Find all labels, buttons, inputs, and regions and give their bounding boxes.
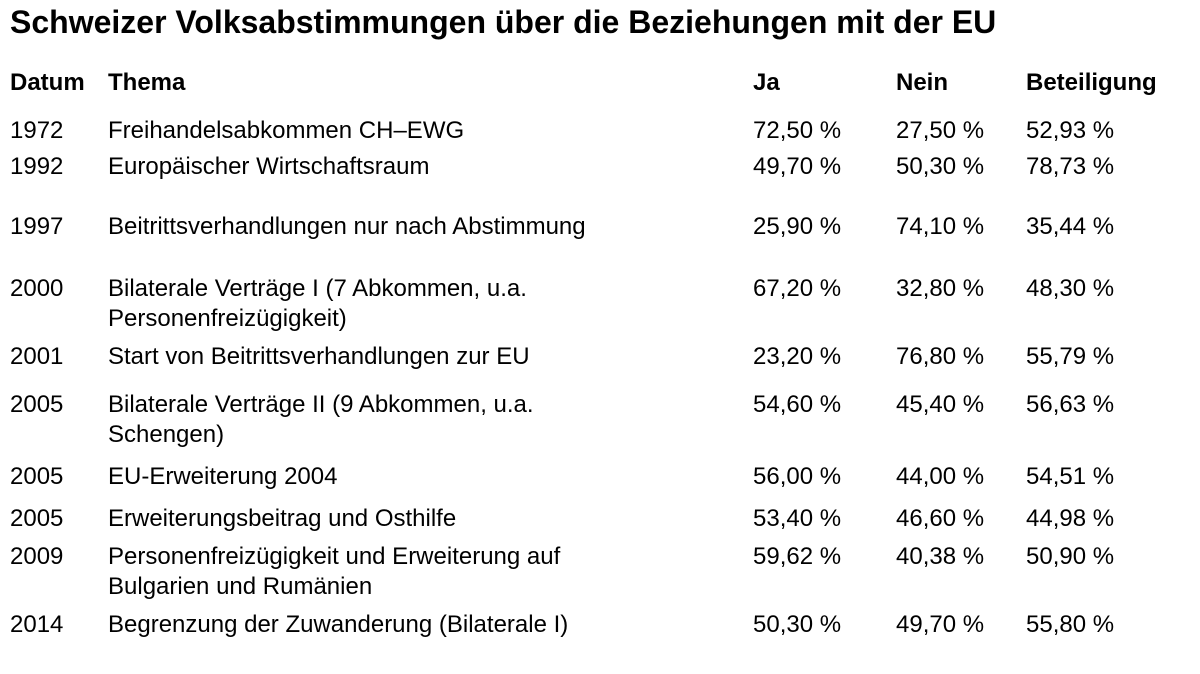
cell-datum: 2005 [10,391,64,418]
cell-thema: Beitrittsverhandlungen nur nach Abstimmu… [98,210,743,270]
cell-nein: 49,70 % [886,606,1016,654]
cell-thema: Erweiterungsbeitrag und Osthilfe [108,505,457,532]
cell-datum: 2014 [0,606,98,654]
cell-ja: 49,70 % [743,150,886,210]
table-row: 2005 EU-Erweiterung 2004 56,00 % 44,00 %… [0,454,1200,496]
header-ja: Ja [753,69,780,96]
table-row: 1972 Freihandelsabkommen CH–EWG 72,50 % … [0,108,1200,150]
cell-ja: 54,60 % [753,391,842,418]
cell-datum: 2009 [10,543,64,570]
cell-ja: 23,20 % [743,338,886,386]
cell-nein: 40,38 % [896,543,985,570]
cell-thema: Start von Beitrittsverhandlungen zur EU [98,338,743,386]
table-row: 2000 Bilaterale Verträge I (7 Abkommen, … [0,270,1200,338]
cell-thema: Begrenzung der Zuwanderung (Bilaterale I… [98,606,743,654]
cell-beteiligung: 55,80 % [1016,606,1200,654]
cell-datum: 2000 [10,275,64,302]
table-row-highlighted: 1992 Europäischer Wirtschaftsraum 49,70 … [0,150,1200,210]
cell-beteiligung: 48,30 % [1026,275,1115,302]
cell-ja: 53,40 % [753,505,842,532]
table-row-highlighted: 2014 Begrenzung der Zuwanderung (Bilater… [0,606,1200,654]
cell-beteiligung: 44,98 % [1026,505,1115,532]
cell-beteiligung: 54,51 % [1026,463,1115,490]
cell-beteiligung: 56,63 % [1026,391,1115,418]
cell-datum: 2005 [10,505,64,532]
table-header-row: Datum Thema Ja Nein Beteiligung [0,62,1200,108]
cell-thema: Personenfreizügigkeit und Erweiterung au… [108,543,561,600]
header-datum: Datum [10,69,85,96]
cell-beteiligung: 55,79 % [1016,338,1200,386]
cell-nein: 44,00 % [896,463,985,490]
table-row-highlighted: 2001 Start von Beitrittsverhandlungen zu… [0,338,1200,386]
cell-ja: 56,00 % [753,463,842,490]
cell-thema: Bilaterale Verträge II (9 Abkommen, u.a.… [108,391,534,448]
cell-nein: 27,50 % [896,117,985,144]
page-title: Schweizer Volksabstimmungen über die Bez… [10,4,997,40]
cell-datum: 2001 [0,338,98,386]
cell-beteiligung: 35,44 % [1016,210,1200,270]
cell-beteiligung: 52,93 % [1026,117,1115,144]
cell-thema: Europäischer Wirtschaftsraum [98,150,743,210]
cell-nein: 45,40 % [896,391,985,418]
cell-beteiligung: 78,73 % [1016,150,1200,210]
cell-datum: 1972 [10,117,64,144]
cell-nein: 74,10 % [886,210,1016,270]
cell-nein: 32,80 % [896,275,985,302]
header-thema: Thema [108,69,186,96]
header-beteiligung: Beteiligung [1026,69,1157,96]
cell-nein: 76,80 % [886,338,1016,386]
votes-table: Datum Thema Ja Nein Beteiligung 1972 Fre… [0,62,1200,654]
cell-thema: EU-Erweiterung 2004 [108,463,338,490]
cell-nein: 50,30 % [886,150,1016,210]
cell-datum: 2005 [10,463,64,490]
cell-thema: Freihandelsabkommen CH–EWG [108,117,465,144]
cell-datum: 1997 [0,210,98,270]
table-row: 2005 Erweiterungsbeitrag und Osthilfe 53… [0,496,1200,538]
cell-beteiligung: 50,90 % [1026,543,1115,570]
cell-ja: 25,90 % [743,210,886,270]
cell-ja: 72,50 % [753,117,842,144]
cell-ja: 50,30 % [743,606,886,654]
table-row: 2005 Bilaterale Verträge II (9 Abkommen,… [0,386,1200,454]
cell-ja: 59,62 % [753,543,842,570]
header-nein: Nein [896,69,949,96]
cell-nein: 46,60 % [896,505,985,532]
table-row-highlighted: 1997 Beitrittsverhandlungen nur nach Abs… [0,210,1200,270]
cell-ja: 67,20 % [753,275,842,302]
cell-thema: Bilaterale Verträge I (7 Abkommen, u.a. … [108,275,527,332]
cell-datum: 1992 [0,150,98,210]
table-row: 2009 Personenfreizügigkeit und Erweiteru… [0,538,1200,606]
